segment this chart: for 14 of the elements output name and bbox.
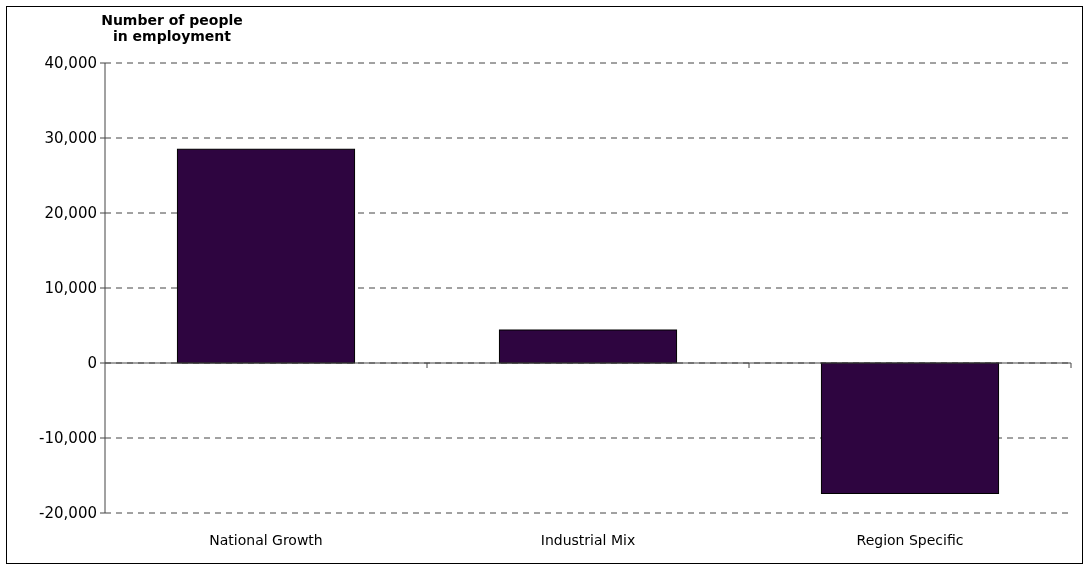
x-tick-label: National Growth bbox=[209, 532, 323, 548]
bar bbox=[176, 148, 356, 364]
y-tick-label: 30,000 bbox=[44, 129, 97, 148]
chart-title: Number of people in employment bbox=[101, 12, 243, 44]
bar bbox=[498, 329, 678, 364]
bar bbox=[820, 362, 1000, 494]
y-tick-label: 10,000 bbox=[44, 279, 97, 298]
x-tick-label: Region Specific bbox=[856, 532, 964, 548]
x-tick-label: Industrial Mix bbox=[540, 532, 636, 548]
y-tick-label: -10,000 bbox=[39, 429, 97, 448]
y-tick-label: 40,000 bbox=[44, 54, 97, 73]
y-tick-label: -20,000 bbox=[39, 504, 97, 523]
y-tick-label: 20,000 bbox=[44, 204, 97, 223]
y-tick-label: 0 bbox=[87, 354, 97, 373]
